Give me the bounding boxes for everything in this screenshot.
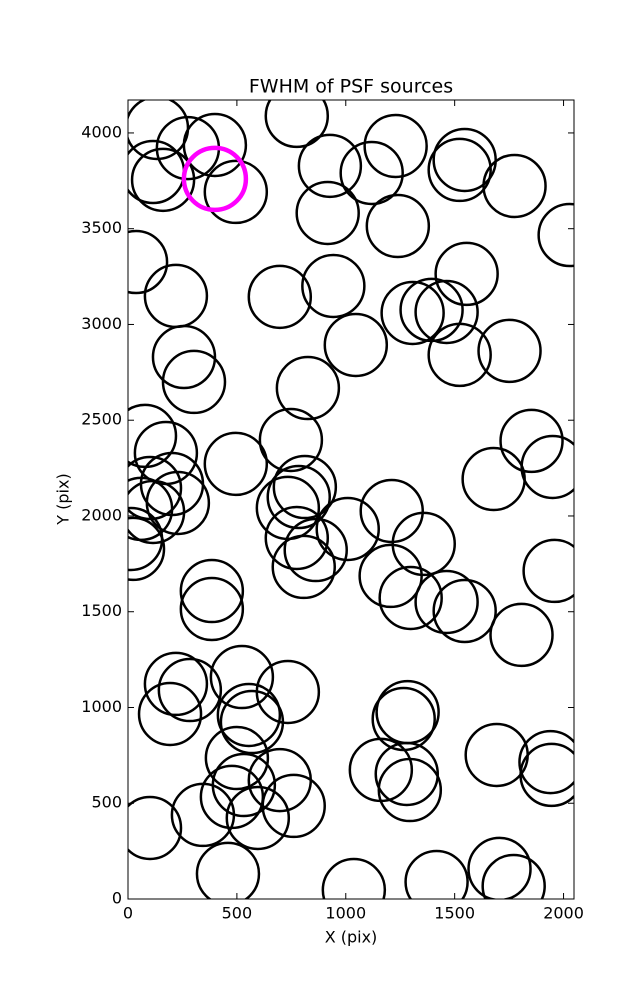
- source-circle: [170, 782, 236, 848]
- source-circle: [518, 729, 574, 795]
- source-circle: [203, 431, 269, 497]
- source-circle: [130, 147, 196, 213]
- source-circle: [519, 742, 574, 808]
- source-circle: [404, 849, 469, 899]
- source-circle: [301, 253, 366, 319]
- source-circle: [219, 689, 285, 755]
- source-circle: [204, 725, 270, 791]
- x-axis-label: X (pix): [325, 928, 378, 947]
- y-tick-label: 3500: [81, 218, 122, 237]
- source-circle: [261, 773, 326, 839]
- source-circle: [461, 446, 526, 512]
- x-tick-label: 500: [222, 904, 253, 923]
- source-circle: [377, 757, 443, 823]
- axes-frame: [127, 99, 575, 900]
- source-circle: [128, 476, 174, 542]
- source-circle: [482, 153, 547, 219]
- source-circle: [195, 841, 261, 899]
- y-tick-label: 0: [112, 889, 122, 908]
- source-circle: [137, 681, 203, 747]
- source-circle: [427, 322, 492, 388]
- source-circle: [157, 657, 223, 723]
- source-circle: [363, 113, 428, 179]
- source-circle: [128, 229, 169, 295]
- source-circle: [339, 140, 404, 206]
- x-tick-label: 0: [123, 904, 133, 923]
- x-tick-label: 1000: [325, 904, 366, 923]
- source-circle: [143, 651, 209, 717]
- y-axis-label: Y (pix): [54, 473, 73, 525]
- x-tick-label: 1500: [434, 904, 475, 923]
- plot-area: [128, 100, 574, 899]
- source-circle: [434, 241, 499, 307]
- source-circle: [272, 454, 338, 520]
- source-circle: [247, 264, 313, 330]
- source-circle: [323, 312, 389, 378]
- source-circle: [179, 558, 245, 624]
- source-circle: [203, 159, 269, 225]
- source-circle: [225, 785, 291, 851]
- source-circle: [209, 644, 275, 710]
- highlight-circle: [181, 145, 249, 213]
- source-circle: [179, 576, 245, 642]
- source-circle: [271, 534, 336, 600]
- source-circle: [499, 408, 564, 474]
- source-circle: [365, 193, 431, 259]
- source-circle: [161, 349, 227, 415]
- source-circle: [481, 853, 546, 899]
- source-circle: [182, 112, 248, 178]
- y-tick-label: 1000: [81, 697, 122, 716]
- source-circle: [378, 565, 443, 631]
- source-circle: [414, 279, 479, 345]
- source-circle: [264, 505, 330, 571]
- source-circle: [283, 517, 348, 583]
- source-circle: [264, 100, 330, 149]
- source-circle: [151, 324, 217, 390]
- source-circle: [427, 137, 492, 203]
- source-circle: [275, 355, 341, 421]
- source-circle: [414, 569, 479, 635]
- source-circle: [489, 602, 554, 668]
- source-circle: [295, 180, 360, 246]
- source-circle: [297, 133, 363, 199]
- source-circle: [128, 795, 183, 861]
- y-tick-label: 3000: [81, 314, 122, 333]
- source-circle: [128, 516, 166, 582]
- source-circle: [145, 470, 211, 536]
- source-circle: [358, 543, 423, 609]
- source-circle: [128, 506, 164, 572]
- source-circle: [537, 202, 574, 268]
- source-circle: [380, 280, 445, 346]
- source-circle: [522, 538, 574, 604]
- chart-title: FWHM of PSF sources: [249, 76, 453, 98]
- source-circle: [467, 836, 532, 899]
- y-tick-label: 500: [91, 793, 122, 812]
- source-circle: [266, 464, 331, 530]
- y-tick-label: 4000: [81, 122, 122, 141]
- source-circle: [432, 578, 497, 644]
- source-circle: [374, 741, 439, 807]
- y-tick-label: 1500: [81, 601, 122, 620]
- y-tick-label: 2500: [81, 410, 122, 429]
- source-circle: [321, 857, 387, 899]
- x-tick-label: 2000: [543, 904, 584, 923]
- source-circle: [216, 682, 282, 748]
- source-circle: [477, 318, 542, 384]
- source-circle: [315, 496, 380, 562]
- source-circle: [258, 407, 324, 473]
- y-tick-label: 2000: [81, 505, 122, 524]
